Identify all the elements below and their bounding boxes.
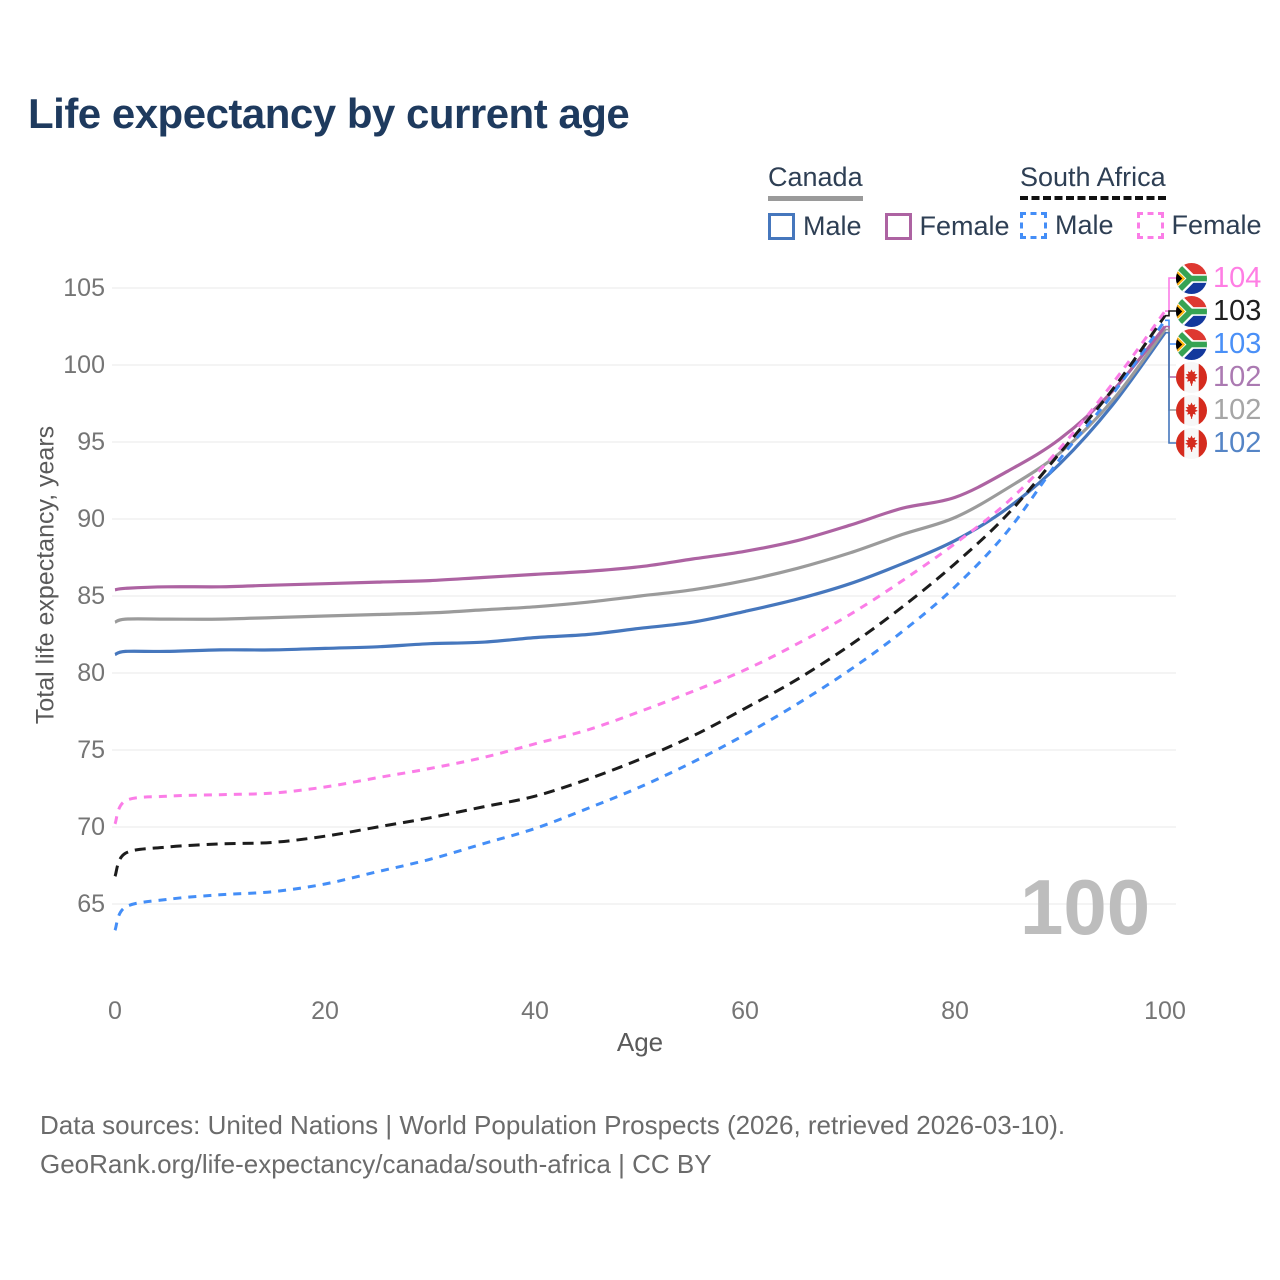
y-tick-label: 100: [63, 351, 105, 379]
current-age-watermark: 100: [1020, 863, 1151, 951]
end-label-connector: [1165, 310, 1178, 317]
y-tick-label: 85: [77, 582, 105, 610]
y-tick-label: 105: [63, 274, 105, 302]
legend-south-africa-female-swatch[interactable]: [1136, 211, 1164, 239]
legend-south-africa-male-swatch[interactable]: [1020, 211, 1047, 239]
y-tick-label: 90: [77, 505, 105, 533]
series-line-south-africa-total[interactable]: [113, 314, 1167, 877]
series-line-canada-female[interactable]: [114, 325, 1167, 592]
south-africa-flag-icon: [1176, 295, 1207, 327]
end-label-canada-total[interactable]: 102: [1176, 394, 1261, 426]
south-africa-flag-icon: [1176, 328, 1207, 360]
x-tick-label: 0: [108, 997, 122, 1025]
end-label-connector: [1165, 331, 1178, 444]
canada-flag-icon: [1176, 361, 1207, 393]
y-tick-label: 75: [77, 736, 105, 764]
end-label-connector: [1165, 277, 1178, 312]
legend-canada-toggle[interactable]: Canada: [768, 162, 863, 201]
legend-group-canada: Canada Male Female: [768, 162, 1025, 242]
page-title: Life expectancy by current age: [28, 90, 630, 137]
legend-canada-items: Male Female: [768, 211, 1025, 242]
end-label-canada-female[interactable]: 102: [1176, 361, 1261, 393]
end-value: 103: [1213, 295, 1262, 327]
legend-south-africa-female-label[interactable]: Female: [1171, 209, 1262, 240]
legend-south-africa-items: Male Female: [1020, 210, 1277, 241]
end-value: 103: [1213, 328, 1262, 360]
x-tick-label: 80: [941, 997, 969, 1025]
series-line-south-africa-female[interactable]: [113, 310, 1167, 825]
x-tick-label: 40: [521, 997, 549, 1025]
footer: Data sources: United Nations | World Pop…: [40, 1106, 1065, 1184]
footer-data-sources: Data sources: United Nations | World Pop…: [40, 1110, 1066, 1140]
y-tick-label: 70: [77, 813, 105, 841]
x-tick-label: 60: [731, 997, 759, 1025]
end-value: 102: [1213, 427, 1262, 459]
end-label-south-africa-male[interactable]: 103: [1176, 328, 1261, 360]
legend-canada-male-swatch[interactable]: [768, 212, 795, 240]
x-tick-label: 20: [311, 997, 339, 1025]
end-label-south-africa-total[interactable]: 103: [1176, 295, 1261, 327]
series-line-south-africa-male[interactable]: [113, 319, 1167, 931]
series-line-canada-male[interactable]: [114, 331, 1167, 657]
canada-flag-icon: [1176, 427, 1207, 459]
end-value: 104: [1213, 262, 1262, 294]
south-africa-flag-icon: [1176, 262, 1207, 294]
end-label-canada-male[interactable]: 102: [1176, 427, 1261, 459]
end-label-south-africa-female[interactable]: 104: [1176, 262, 1261, 294]
end-value: 102: [1213, 361, 1262, 393]
y-tick-label: 65: [77, 890, 105, 918]
y-tick-label: 95: [77, 428, 105, 456]
x-tick-label: 100: [1144, 997, 1186, 1025]
x-axis-title: Age: [616, 1027, 664, 1057]
y-tick-label: 80: [77, 659, 105, 687]
legend-canada-female-swatch[interactable]: [884, 212, 912, 240]
legend-canada-male-label[interactable]: Male: [803, 210, 862, 241]
legend-south-africa-male-label[interactable]: Male: [1055, 209, 1114, 240]
canada-flag-icon: [1176, 394, 1207, 426]
end-value: 102: [1213, 394, 1262, 426]
legend-canada-female-label[interactable]: Female: [919, 210, 1010, 241]
footer-attribution-link: GeoRank.org/life-expectancy/canada/south…: [40, 1149, 712, 1179]
legend-south-africa-toggle[interactable]: South Africa: [1020, 162, 1166, 200]
legend-group-south-africa: South Africa Male Female: [1020, 162, 1277, 241]
series-line-canada-total[interactable]: [114, 328, 1167, 624]
